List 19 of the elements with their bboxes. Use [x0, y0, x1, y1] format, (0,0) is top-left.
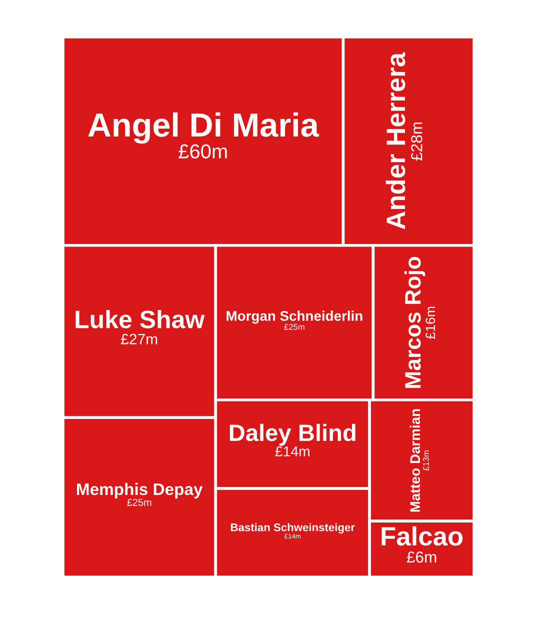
category-label: Memphis Depay — [77, 482, 203, 498]
data-label: £27m — [120, 334, 158, 344]
data-label: £6m — [406, 551, 436, 563]
data-label: £28m — [411, 122, 422, 161]
category-label: Morgan Schneiderlin — [226, 310, 362, 324]
data-label: £13m — [423, 450, 429, 471]
category-label: Ander Herrera — [386, 52, 406, 230]
data-label: £14m — [275, 446, 310, 456]
category-label: Daley Blind — [230, 424, 356, 446]
data-label: £16m — [426, 306, 436, 339]
category-label: Marcos Rojo — [404, 256, 426, 388]
data-label: £60m — [178, 144, 227, 158]
category-label: Luke Shaw — [76, 310, 205, 328]
category-label: Matteo Darmian — [410, 409, 420, 512]
category-label: Bastian Schweinsteiger — [230, 523, 355, 534]
data-label: £25m — [284, 324, 304, 330]
data-label: £25m — [127, 498, 152, 506]
category-label: Falcao — [382, 526, 463, 546]
category-label: Angel Di Maria — [88, 112, 320, 144]
